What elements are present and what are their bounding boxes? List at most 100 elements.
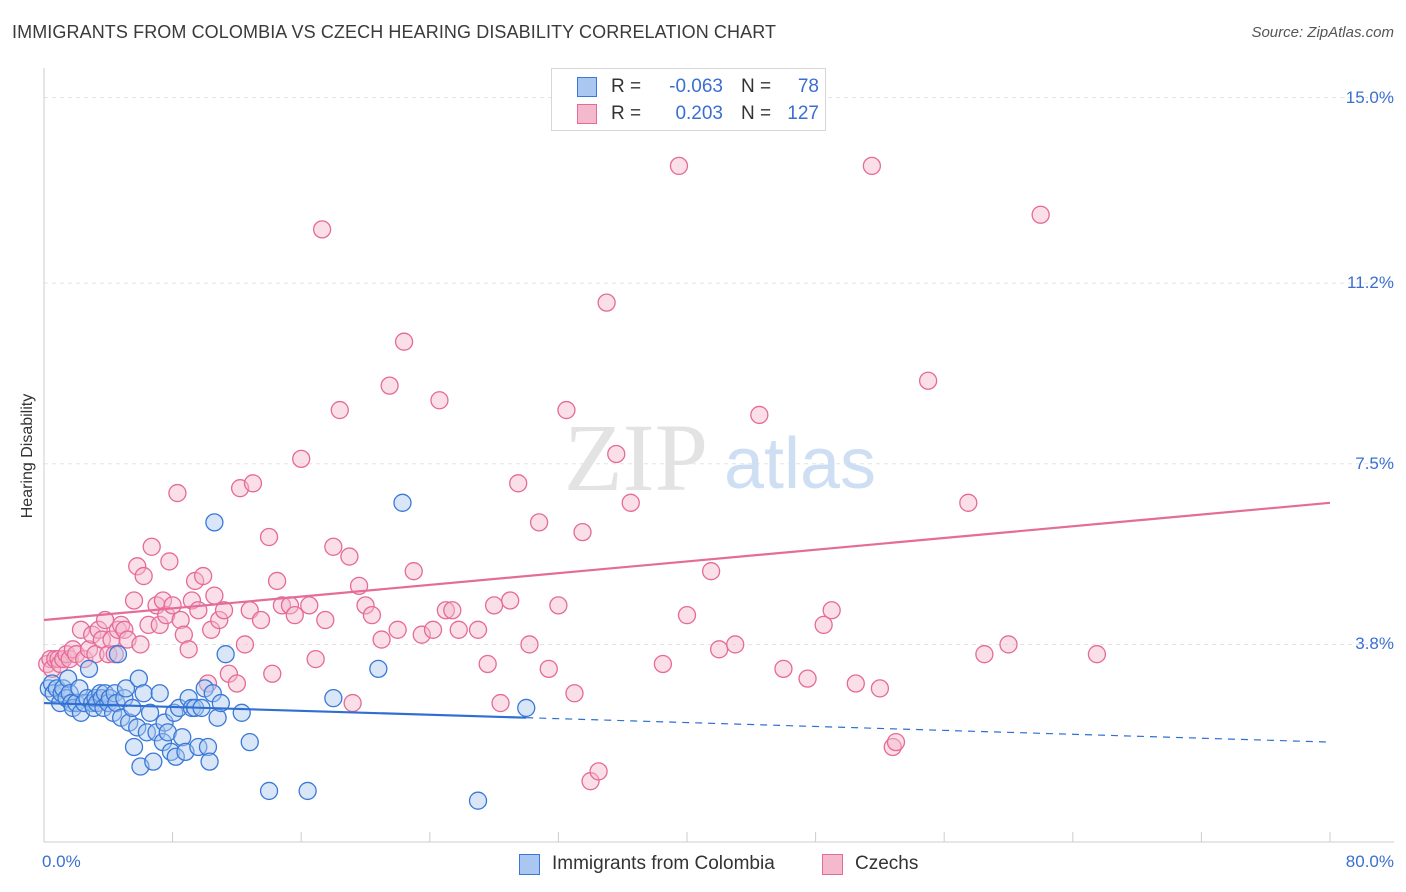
czechs-point — [235, 635, 255, 654]
legend-swatch-blue — [577, 77, 597, 97]
czechs-point — [210, 610, 229, 630]
legend-swatch-pink — [577, 104, 597, 124]
legend-n-value: 78 — [797, 76, 819, 97]
czechs-point — [822, 601, 841, 620]
czechs-point — [710, 640, 729, 659]
czechs-point — [589, 762, 608, 781]
czechs-point — [243, 474, 263, 493]
czechs-point — [565, 684, 584, 703]
czechs-point — [573, 522, 592, 542]
axes — [43, 68, 1394, 843]
czechs-point — [484, 596, 504, 615]
czechs-point — [179, 640, 198, 659]
czechs-point — [171, 610, 190, 630]
czechs-point — [846, 674, 865, 693]
colombia-point — [369, 659, 388, 679]
czechs-point — [862, 156, 882, 176]
czechs-trend-line — [43, 501, 1331, 622]
czechs-point — [886, 732, 906, 752]
czechs-point — [330, 400, 349, 420]
czechs-point — [814, 615, 833, 635]
czechs-point — [404, 562, 423, 581]
czechs-point — [108, 620, 128, 639]
correlation-legend: R = -0.063 N = 78 R = 0.203 N = 127 — [551, 68, 826, 131]
czechs-point — [597, 293, 616, 312]
czechs-point — [478, 654, 497, 674]
bottom-legend-swatch-pink — [822, 853, 843, 875]
legend-row-colombia: R = -0.063 N = 78 — [577, 76, 819, 98]
czechs-point — [1087, 645, 1107, 664]
colombia-point — [108, 645, 128, 664]
czechs-point — [306, 649, 325, 669]
czechs-point — [883, 737, 902, 757]
watermark-atlas: atlas — [724, 424, 876, 504]
y-tick-label: 7.5% — [1355, 453, 1394, 473]
czechs-point — [71, 620, 91, 639]
czechs-point — [316, 610, 335, 630]
czechs-point — [251, 610, 271, 630]
czechs-point — [436, 601, 456, 620]
colombia-point — [205, 513, 224, 532]
czechs-point — [115, 620, 134, 639]
czechs-point — [959, 493, 978, 512]
czechs-point — [193, 566, 213, 586]
czechs-point — [205, 586, 224, 605]
colombia-point — [216, 645, 235, 664]
czechs-point — [356, 596, 375, 615]
czechs-point — [468, 620, 488, 639]
bottom-legend-label-czechs: Czechs — [855, 853, 919, 874]
legend-n-value: 127 — [787, 103, 819, 124]
y-tick-label: 15.0% — [1345, 87, 1394, 107]
czechs-point — [292, 449, 311, 469]
czechs-point — [798, 669, 817, 688]
colombia-point — [123, 698, 142, 718]
y-tick-label: 3.8% — [1355, 634, 1394, 654]
x-tick-min: 0.0% — [42, 852, 81, 871]
colombia-points — [39, 493, 536, 810]
czechs-point — [918, 371, 938, 390]
colombia-point — [240, 732, 259, 752]
colombia-point — [158, 723, 177, 742]
trend-lines — [43, 501, 1331, 743]
x-tick-max: 80.0% — [1345, 852, 1394, 871]
colombia-point — [298, 781, 317, 801]
watermark: ZIP atlas — [564, 404, 876, 511]
colombia-point — [116, 679, 136, 698]
grid — [44, 97, 1394, 645]
czechs-point — [529, 513, 549, 532]
colombia-point — [144, 752, 163, 771]
legend-r-value: 0.203 — [675, 103, 723, 124]
czechs-point — [227, 674, 247, 693]
czechs-point — [157, 605, 176, 625]
czechs-point — [677, 605, 697, 625]
colombia-point — [150, 684, 169, 703]
source-label: Source: ZipAtlas.com — [1251, 24, 1394, 41]
colombia-point — [198, 737, 218, 757]
czechs-point — [449, 620, 468, 639]
colombia-point — [124, 737, 144, 757]
czechs-point — [340, 547, 359, 566]
czechs-point — [124, 591, 144, 610]
czechs-point — [372, 630, 391, 649]
czechs-point — [300, 596, 319, 615]
colombia-point — [517, 698, 536, 718]
czechs-point — [312, 220, 332, 239]
bottom-legend-label-colombia: Immigrants from Colombia — [552, 853, 775, 874]
colombia-point — [232, 703, 251, 722]
chart-title: IMMIGRANTS FROM COLOMBIA VS CZECH HEARIN… — [12, 22, 777, 42]
czechs-point — [999, 635, 1018, 654]
legend-r-label: R = — [611, 76, 642, 97]
czechs-point — [975, 645, 994, 664]
colombia-trend-extension — [526, 717, 1331, 743]
colombia-point — [79, 659, 99, 679]
czechs-point — [726, 635, 745, 654]
czechs-point — [142, 537, 161, 556]
czechs-point — [701, 562, 721, 581]
czechs-point — [259, 527, 279, 547]
czechs-point — [423, 620, 443, 639]
czechs-point — [520, 635, 539, 654]
czechs-point — [168, 483, 187, 503]
watermark-zip: ZIP — [564, 404, 708, 511]
czechs-point — [50, 654, 70, 674]
